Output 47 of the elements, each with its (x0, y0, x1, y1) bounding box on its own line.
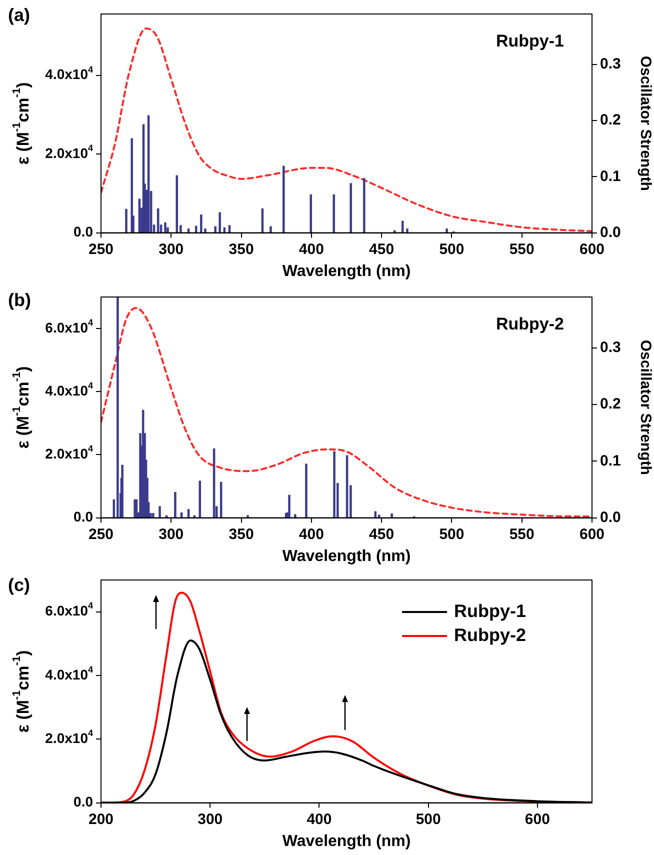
y-axis-title: ε (M-1cm-1) (11, 82, 33, 165)
x-axis-title: Wavelength (nm) (282, 548, 411, 565)
annotation: Rubpy-1 (496, 32, 564, 51)
x-tick-label: 600 (579, 526, 605, 543)
y-axis-title: ε (M-1cm-1) (11, 366, 33, 449)
y-tick-label: 0.0 (74, 224, 94, 240)
y-tick-label: 0.0 (74, 508, 94, 525)
y2-tick-label: 0.0 (600, 508, 621, 526)
x-tick-label: 250 (88, 526, 114, 543)
y2-tick-label: 0.3 (600, 339, 621, 356)
x-tick-label: 400 (298, 240, 324, 258)
y2-tick-label: 0.3 (600, 56, 621, 73)
y-axis-title: ε (M-1cm-1) (11, 650, 33, 733)
legend-label: Rubpy-1 (454, 600, 526, 621)
x-tick-label: 300 (158, 526, 184, 543)
x-axis-title: Wavelength (nm) (282, 832, 411, 850)
x-tick-label: 550 (509, 240, 534, 258)
x-tick-label: 300 (158, 240, 184, 258)
x-tick-label: 550 (509, 526, 534, 543)
x-tick-label: 300 (198, 810, 223, 828)
y2-axis-title: Oscillator Strength (636, 56, 654, 191)
y2-tick-label: 0.2 (600, 396, 621, 413)
text: (c) (8, 574, 30, 595)
y2-tick-label: 0.1 (600, 452, 621, 470)
y2-tick-label: 0.1 (600, 168, 621, 185)
x-tick-label: 450 (369, 240, 394, 258)
y2-tick-label: 0.2 (600, 112, 621, 129)
x-tick-label: 600 (524, 810, 550, 828)
text: (b) (8, 290, 31, 310)
y2-axis-title: Oscillator Strength (636, 340, 654, 475)
x-tick-label: 400 (306, 810, 332, 828)
x-tick-label: 500 (439, 240, 464, 258)
x-tick-label: 400 (298, 526, 324, 543)
x-tick-label: 200 (88, 810, 114, 828)
annotation: Rubpy-2 (496, 314, 564, 334)
x-axis-title: Wavelength (nm) (282, 262, 411, 280)
x-tick-label: 500 (416, 810, 441, 828)
x-tick-label: 350 (228, 526, 254, 543)
x-tick-label: 250 (88, 240, 114, 258)
x-tick-label: 350 (228, 240, 254, 258)
y-tick-label: 0.0 (74, 794, 94, 810)
text: (a) (8, 4, 30, 25)
legend-label: Rubpy-2 (454, 624, 526, 645)
x-tick-label: 450 (369, 526, 394, 543)
x-tick-label: 600 (579, 240, 605, 258)
x-tick-label: 500 (439, 526, 464, 543)
y2-tick-label: 0.0 (600, 224, 621, 241)
